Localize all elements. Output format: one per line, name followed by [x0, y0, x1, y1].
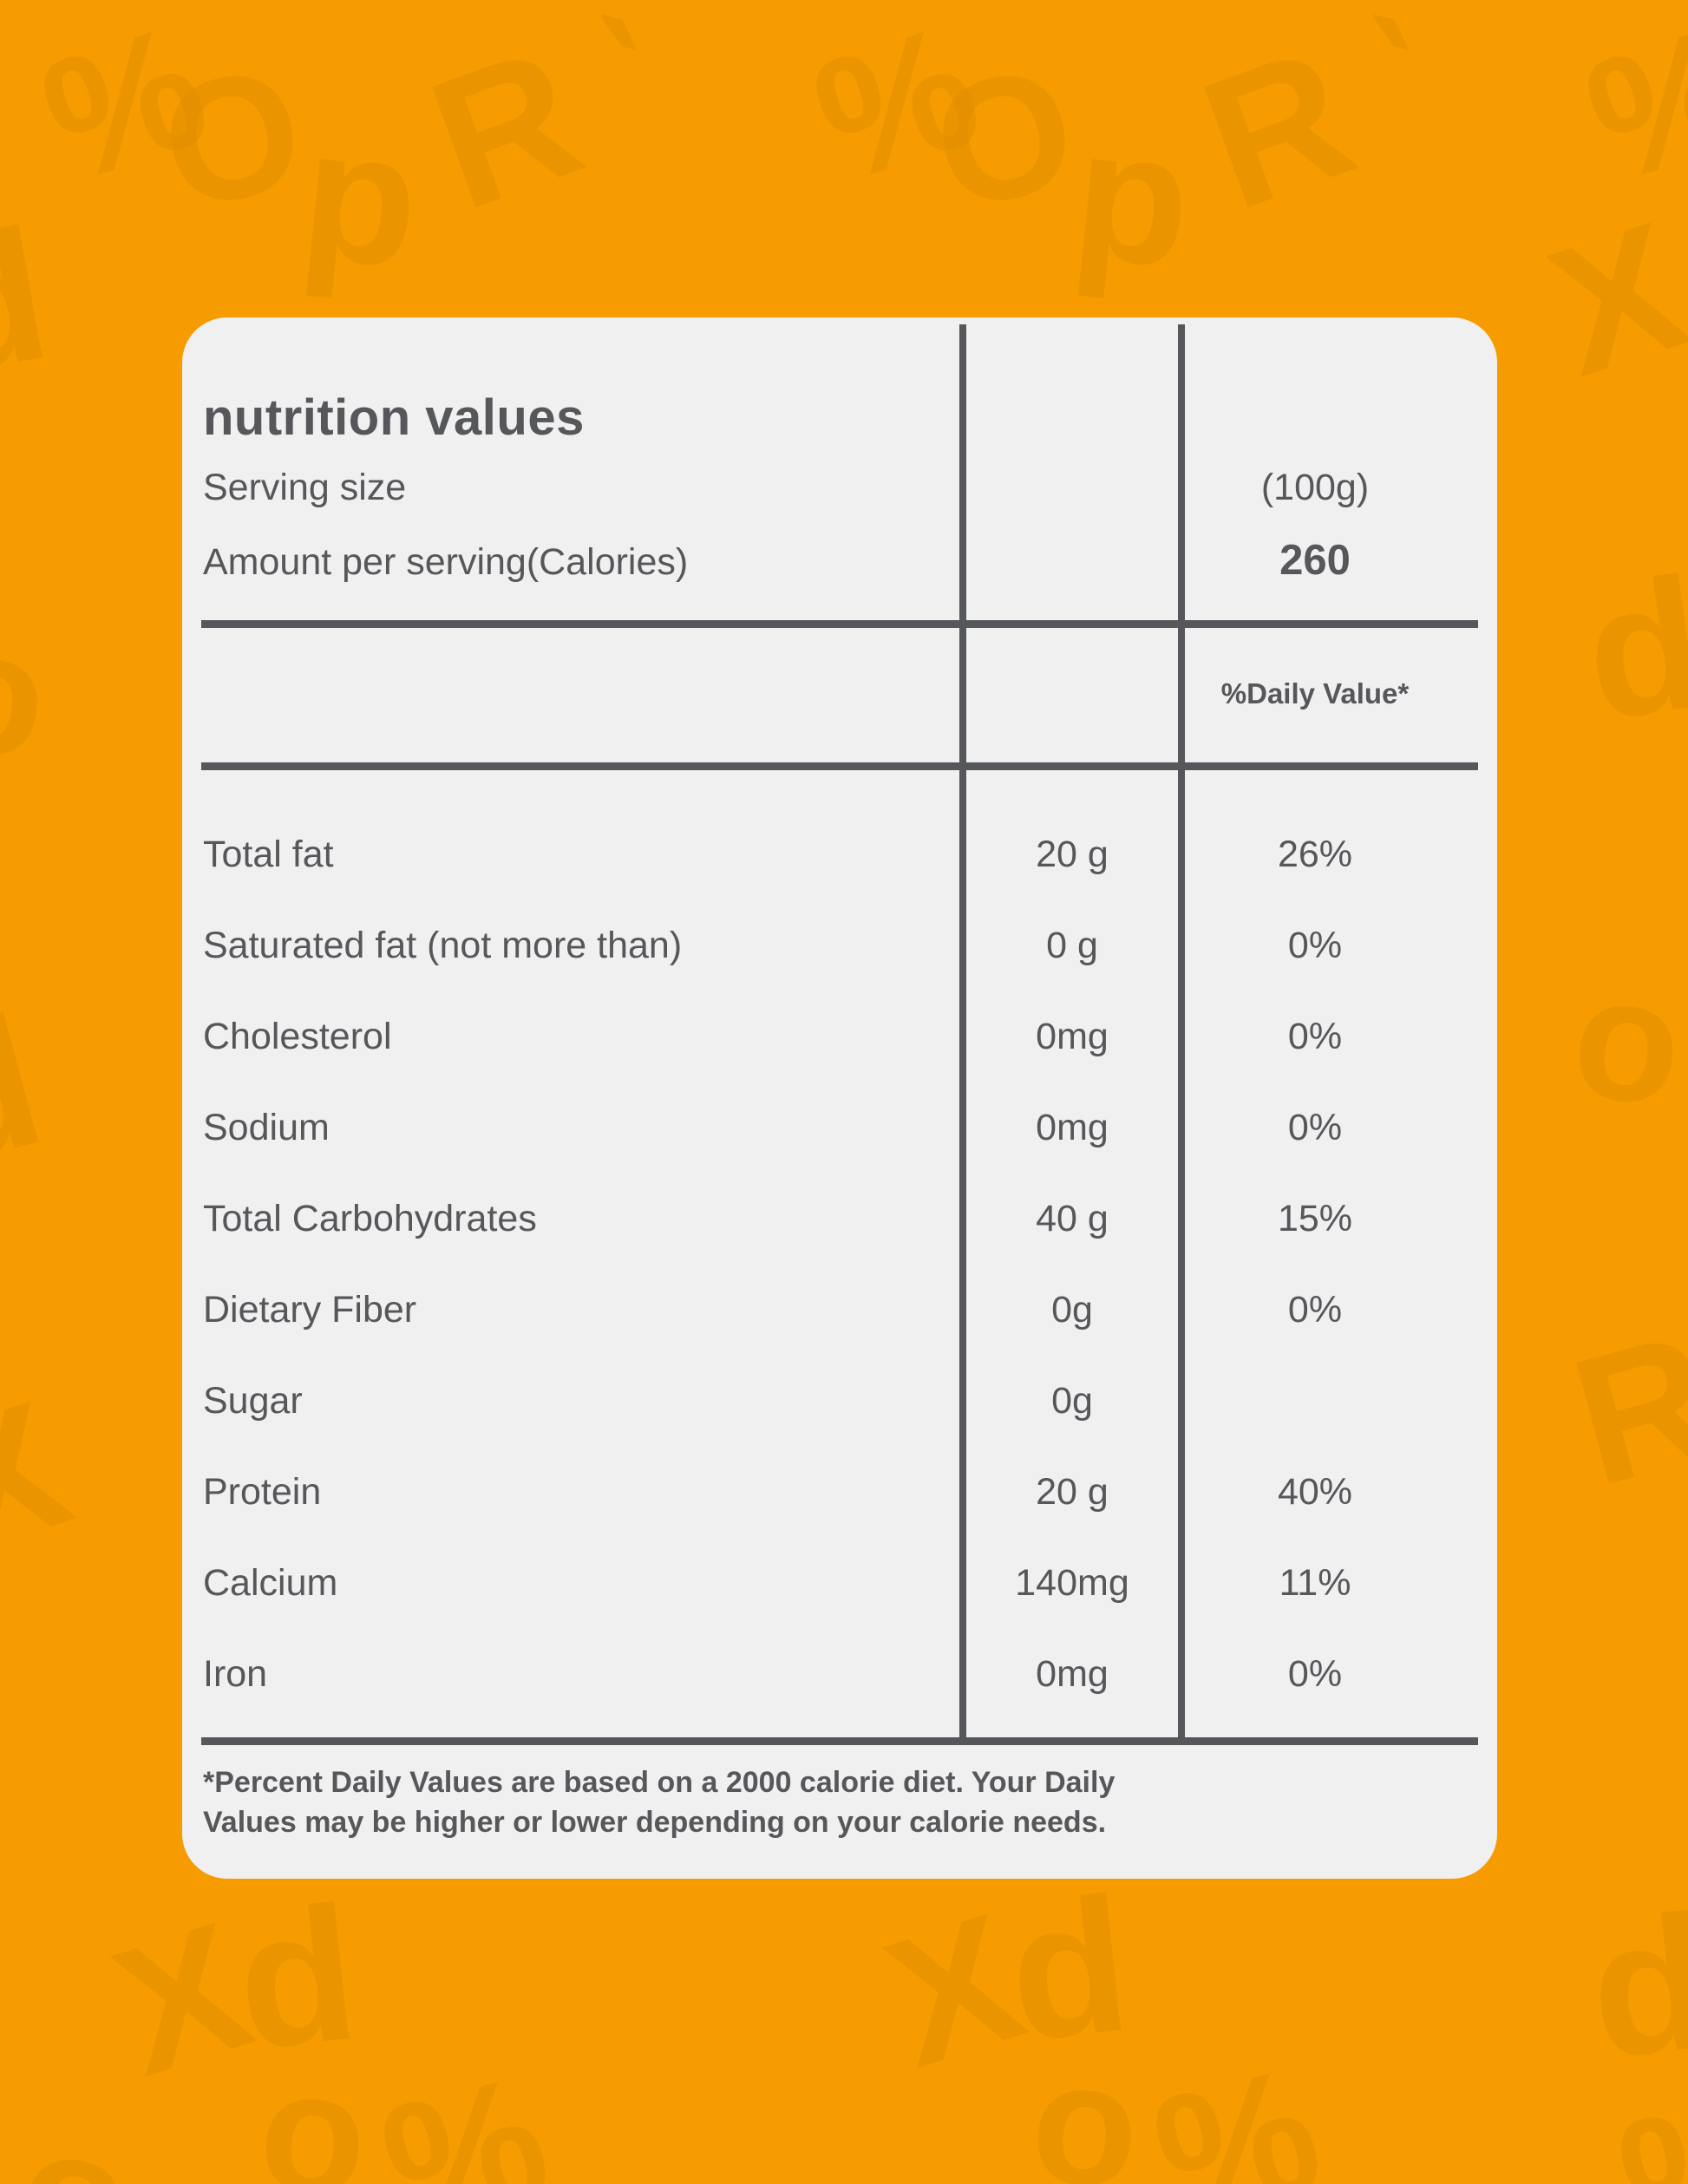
nutrient-amount: 20 g — [1036, 1471, 1109, 1513]
table-row: Total fat 20 g 26% — [182, 832, 1497, 877]
nutrient-label: Sugar — [203, 1380, 303, 1422]
nutrient-amount: 0mg — [1036, 1107, 1109, 1148]
pattern-letter: d — [0, 975, 62, 1206]
divider-header — [201, 762, 1478, 770]
pattern-letter: X — [0, 1362, 92, 1595]
calories-value: 260 — [1279, 537, 1351, 584]
pattern-letter: % — [364, 2037, 566, 2184]
nutrient-amount: 0mg — [1036, 1016, 1109, 1057]
pattern-letter: d — [1573, 537, 1688, 760]
nutrient-label: Protein — [203, 1471, 322, 1513]
pattern-letter: p — [292, 87, 429, 308]
serving-size-label: Serving size — [203, 467, 407, 508]
nutrient-label: Calcium — [203, 1562, 338, 1604]
pattern-letter: p — [1064, 87, 1201, 308]
divider-top — [201, 620, 1478, 628]
nutrient-daily-value: 0% — [1287, 1289, 1343, 1331]
footnote-line: Values may be higher or lower depending … — [203, 1806, 1107, 1839]
nutrient-amount: 20 g — [1036, 834, 1109, 875]
table-row: Saturated fat (not more than) 0 g 0% — [182, 923, 1497, 968]
pattern-letter: % — [1136, 2029, 1338, 2184]
card-title: nutrition values — [203, 389, 585, 446]
nutrient-label: Dietary Fiber — [203, 1289, 417, 1331]
pattern-letter: o — [6, 2089, 144, 2184]
nutrient-daily-value: 11% — [1279, 1562, 1351, 1604]
nutrient-label: Iron — [203, 1653, 268, 1695]
nutrient-amount: 140mg — [1015, 1562, 1129, 1604]
nutrition-facts-card: nutrition values Serving size (100g) Amo… — [182, 317, 1497, 1879]
pattern-letter: ` — [1328, 0, 1430, 179]
pattern-letter: % — [1565, 0, 1688, 220]
pattern-letter: d — [1580, 1873, 1688, 2099]
table-row: Cholesterol 0mg 0% — [182, 1014, 1497, 1059]
divider-bottom — [201, 1737, 1478, 1745]
pattern-letter: X — [1528, 183, 1688, 415]
nutrient-label: Sodium — [203, 1107, 330, 1148]
column-divider-left — [959, 324, 966, 1745]
calories-label: Amount per serving(Calories) — [203, 541, 689, 583]
table-row: Dietary Fiber 0g 0% — [182, 1287, 1497, 1332]
nutrient-amount: 0g — [1051, 1380, 1093, 1422]
nutrient-daily-value: 0% — [1287, 1653, 1343, 1695]
nutrient-daily-value: 15% — [1277, 1198, 1353, 1239]
nutrient-label: Total fat — [203, 834, 334, 875]
table-row: Sodium 0mg 0% — [182, 1105, 1497, 1150]
nutrient-daily-value: 26% — [1277, 834, 1353, 875]
pattern-letter: o — [253, 2033, 373, 2184]
pattern-letter: d — [0, 188, 62, 415]
table-row: Iron 0mg 0% — [182, 1651, 1497, 1697]
nutrient-daily-value: 40% — [1277, 1471, 1353, 1513]
pattern-letter: o — [0, 590, 59, 797]
pattern-letter: o — [1025, 2024, 1145, 2184]
table-row: Total Carbohydrates 40 g 15% — [182, 1196, 1497, 1241]
table-row: Sugar 0g — [182, 1378, 1497, 1423]
pattern-letter: o — [1564, 938, 1688, 1142]
pattern-letter: ` — [556, 0, 658, 179]
table-row: Protein 20 g 40% — [182, 1469, 1497, 1514]
nutrient-amount: 0 g — [1046, 925, 1098, 966]
pattern-letter: R — [1554, 1293, 1688, 1525]
pattern-letter: O — [918, 29, 1090, 247]
nutrient-label: Total Carbohydrates — [203, 1198, 537, 1239]
nutrient-label: Cholesterol — [203, 1016, 392, 1057]
footnote-line: *Percent Daily Values are based on a 200… — [203, 1766, 1116, 1799]
nutrient-amount: 0g — [1051, 1289, 1093, 1331]
daily-value-header: %Daily Value* — [1220, 677, 1410, 709]
daily-value-footnote: *Percent Daily Values are based on a 200… — [203, 1762, 1417, 1842]
nutrient-daily-value: 0% — [1287, 925, 1343, 966]
nutrient-label: Saturated fat (not more than) — [203, 925, 683, 966]
serving-size-value: (100g) — [1260, 467, 1370, 508]
pattern-letter: O — [146, 29, 318, 247]
nutrient-daily-value: 0% — [1287, 1016, 1343, 1057]
nutrient-amount: 40 g — [1036, 1198, 1109, 1239]
column-divider-right — [1178, 324, 1185, 1745]
table-row: Calcium 140mg 11% — [182, 1560, 1497, 1605]
nutrient-daily-value: 0% — [1287, 1107, 1343, 1148]
nutrient-amount: 0mg — [1036, 1653, 1109, 1695]
